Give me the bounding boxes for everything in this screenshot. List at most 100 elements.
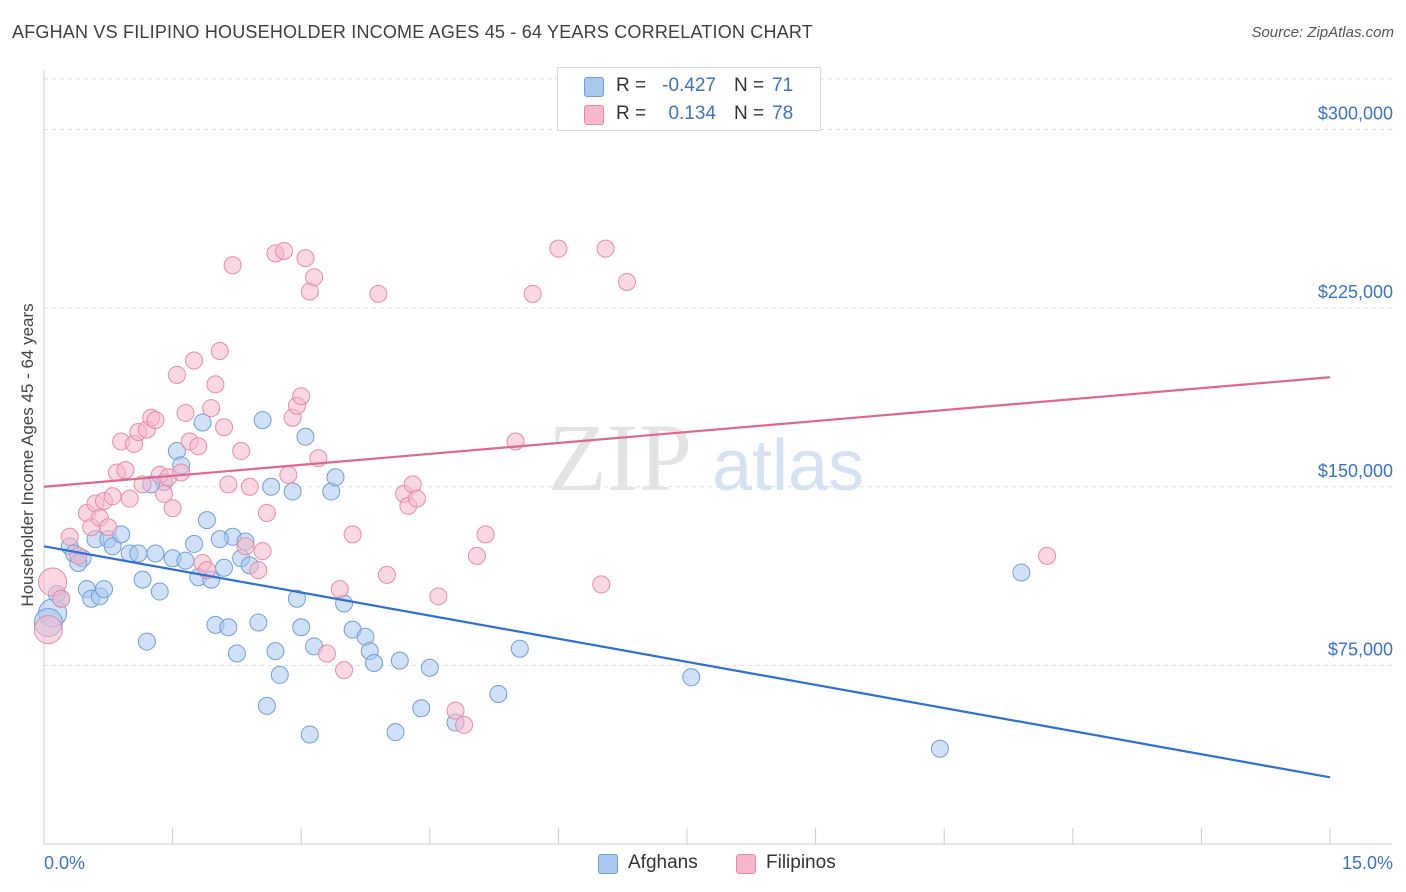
legend-n-value: 71 [772,75,794,96]
filipino-point [236,537,255,556]
afghan-point [420,658,439,677]
filipino-point [253,542,272,561]
afghan-point [253,411,272,430]
afghan-point [193,413,212,432]
filipino-point [249,561,268,580]
filipino-point [99,518,118,537]
filipino-point [185,351,204,370]
filipinos-trend-line [43,376,1331,488]
filipino-point [592,575,611,594]
afghan-point [227,644,246,663]
afghan-point [129,544,148,563]
filipino-point [429,587,448,606]
filipino-point [103,487,122,506]
bottom-legend-swatch-filipinos [736,854,756,874]
y-tick-label: $225,000 [1318,282,1393,302]
afghan-point [95,580,114,599]
bottom-legend-swatch-afghans [598,854,618,874]
filipino-point [52,589,71,608]
source-label: Source: ZipAtlas.com [1251,24,1394,41]
afghan-point [682,668,701,687]
afghan-point [146,544,165,563]
series-filipinos [33,239,1057,734]
filipino-point [292,387,311,406]
afghan-point [489,684,508,703]
filipino-point [155,484,174,503]
filipino-point [167,365,186,384]
filipino-point [279,465,298,484]
tick-labels: $75,000 $150,000 $225,000 $300,000 0.0% 15.0% [44,104,1393,873]
legend-row-afghans: R = -0.427 N = 71 [558,72,820,100]
grid-lines [44,78,1392,666]
afghan-point [266,642,285,661]
filipino-point [296,249,315,268]
afghan-point [510,639,529,658]
afghan-point [390,651,409,670]
filipino-point [176,403,195,422]
filipino-point [1038,546,1057,565]
chart-title: AFGHAN VS FILIPINO HOUSEHOLDER INCOME AG… [12,22,813,42]
filipino-point [330,580,349,599]
filipino-point [172,463,191,482]
filipino-point [377,565,396,584]
watermark-atlas: atlas [712,426,864,506]
filipino-point [133,475,152,494]
bottom-legend-label-filipinos: Filipinos [766,852,836,873]
filipino-point [343,525,362,544]
filipino-point [476,525,495,544]
filipino-point [455,715,474,734]
afghan-point [270,665,289,684]
afghan-point [176,551,195,570]
filipino-point [202,399,221,418]
afghan-point [365,654,384,673]
filipino-point [206,375,225,394]
afghan-point [930,739,949,758]
y-tick-label: $300,000 [1318,104,1393,124]
legend-r-label: R = [616,103,647,124]
trend-lines [43,376,1331,779]
y-tick-label: $150,000 [1318,461,1393,481]
filipino-point [189,437,208,456]
afghan-point [185,534,204,553]
x-tick-label: 0.0% [44,853,85,873]
afghan-point [219,618,238,637]
afghan-point [292,618,311,637]
filipino-point [467,546,486,565]
afghan-point [137,632,156,651]
filipino-point [407,489,426,508]
filipino-point [215,418,234,437]
legend-r-label: R = [616,75,647,96]
afghan-point [300,725,319,744]
bottom-legend-label-afghans: Afghans [628,852,698,873]
filipino-point [120,489,139,508]
filipino-point [33,615,63,645]
legend-box: R = -0.427 N = 71 R = 0.134 N = 78 [557,67,821,131]
filipino-point [210,342,229,361]
legend-row-filipinos: R = 0.134 N = 78 [558,100,820,128]
afghan-point [386,723,405,742]
legend-r-value: -0.427 [662,75,716,96]
afghan-point [262,477,281,496]
filipino-point [163,499,182,518]
filipino-point [317,644,336,663]
afghan-point [249,613,268,632]
legend-r-value: 0.134 [668,103,716,124]
watermark-zip: ZIP [548,404,692,511]
filipino-point [146,411,165,430]
legend-n-label: N = [734,75,765,96]
filipino-point [69,546,88,565]
y-tick-label: $75,000 [1328,639,1393,659]
filipino-point [240,477,259,496]
afghan-point [287,589,306,608]
legend-n-value: 78 [772,103,794,124]
afghan-point [1012,563,1031,582]
legend-swatch-filipinos [584,105,604,125]
afghans-trend-line [43,545,1331,779]
filipino-point [369,284,388,303]
afghan-point [215,558,234,577]
afghan-point [133,570,152,589]
filipino-point [596,239,615,258]
afghan-point [283,482,302,501]
filipino-point [257,503,276,522]
afghan-point [210,530,229,549]
